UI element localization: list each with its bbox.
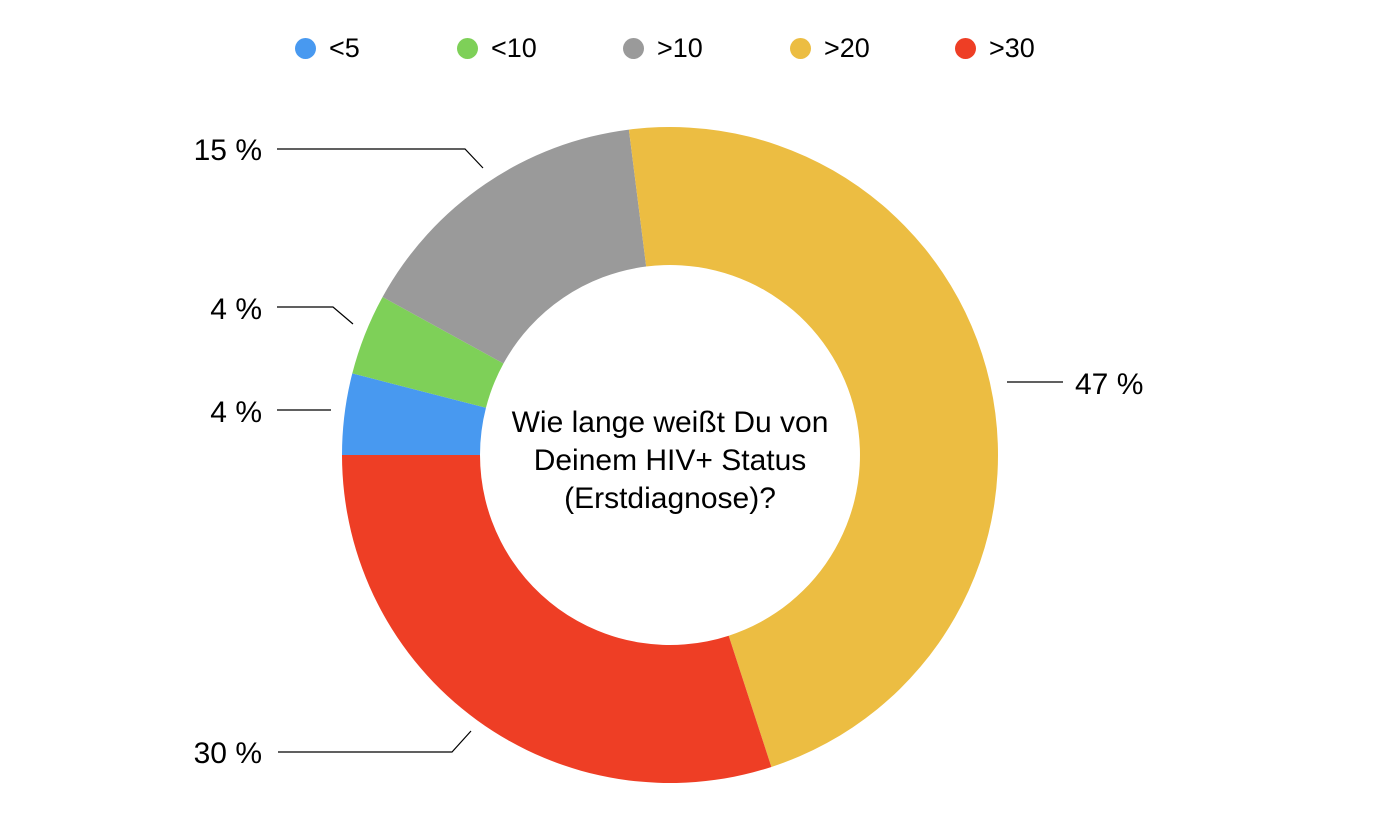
legend-label-lt5: <5	[329, 33, 360, 63]
legend-swatch-lt10-icon	[457, 37, 478, 59]
donut-slice-gt30	[342, 455, 772, 784]
legend-item-gt20: >20	[790, 33, 870, 63]
donut-slice-lt5	[342, 373, 486, 455]
donut-slices	[342, 127, 999, 784]
callout-line-gt10	[277, 148, 484, 169]
legend-swatch-lt5-icon	[295, 37, 316, 59]
legend-item-lt5: <5	[295, 33, 360, 63]
chart-center-title-line3: (Erstdiagnose)?	[564, 482, 776, 515]
legend-swatch-gt10-icon	[623, 37, 644, 59]
legend-label-gt10: >10	[657, 33, 703, 63]
legend-label-gt20: >20	[824, 33, 870, 63]
legend-label-gt30: >30	[989, 33, 1035, 63]
chart-center-title-line2: Deinem HIV+ Status	[533, 444, 807, 477]
legend-item-gt10: >10	[623, 33, 703, 63]
legend-item-gt30: >30	[955, 33, 1035, 63]
chart-center-title-line1: Wie lange weißt Du von	[511, 406, 829, 439]
callout-line-lt10	[277, 306, 354, 325]
pct-label-gt20: 47 %	[1075, 368, 1144, 401]
pct-label-gt30: 30 %	[193, 737, 262, 770]
pct-label-lt10: 4 %	[210, 293, 262, 326]
chart-legend: <5 <10 >10 >20 >30	[0, 0, 1399, 72]
pct-label-gt10: 15 %	[193, 134, 262, 167]
legend-item-lt10: <10	[457, 33, 537, 63]
callout-lines	[277, 148, 1063, 753]
donut-slice-gt20	[628, 127, 999, 767]
donut-slice-lt10	[352, 296, 504, 408]
legend-label-lt10: <10	[491, 33, 537, 63]
callout-line-gt30	[278, 730, 472, 753]
chart-center-title: Wie lange weißt Du von Deinem HIV+ Statu…	[460, 404, 880, 518]
pct-label-lt5: 4 %	[210, 396, 262, 429]
legend-swatch-gt20-icon	[790, 37, 811, 59]
legend-swatch-gt30-icon	[955, 37, 976, 59]
donut-slice-gt10	[382, 129, 647, 364]
